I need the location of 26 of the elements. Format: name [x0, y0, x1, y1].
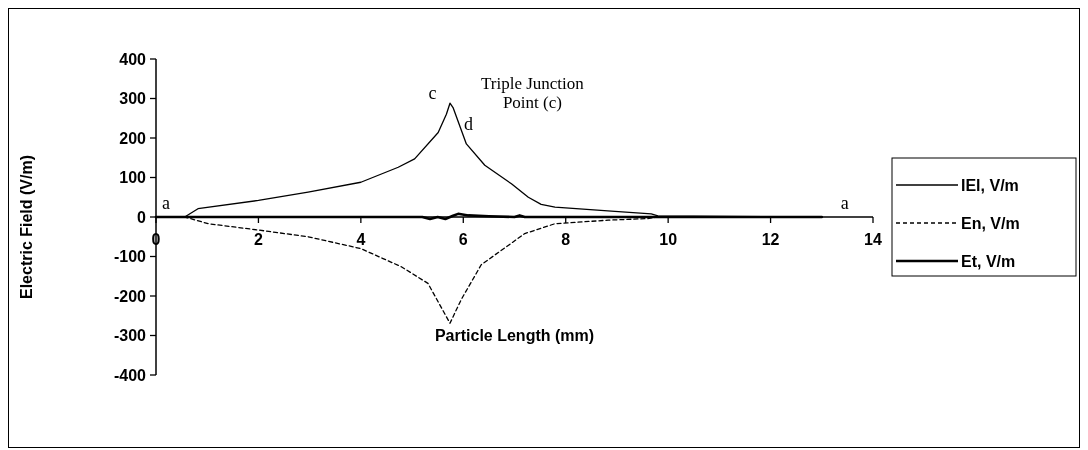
legend-label: En, V/m — [961, 214, 1020, 232]
x-axis-title: Particle Length (mm) — [434, 327, 595, 344]
x-tick-label: 12 — [761, 231, 780, 248]
x-tick-label: 8 — [561, 231, 571, 248]
y-tick-label: -200 — [113, 287, 147, 305]
annotation: d — [463, 114, 473, 135]
x-tick-label: 14 — [864, 231, 882, 248]
x-tick-label: 2 — [253, 231, 263, 248]
y-tick-label: 300 — [119, 90, 147, 108]
annotation: Triple Junction Point (c) — [481, 73, 585, 113]
x-tick-label: 4 — [356, 231, 366, 248]
y-axis-title: Electric Field (V/m) — [18, 154, 35, 300]
x-tick-label: 6 — [458, 231, 468, 248]
annotation: a — [162, 193, 170, 214]
annotation: a — [840, 193, 849, 214]
legend-label: IEl, V/m — [961, 176, 1019, 194]
legend-label: Et, V/m — [961, 252, 1016, 270]
y-tick-label: 100 — [119, 169, 147, 187]
y-tick-label: 400 — [119, 50, 147, 68]
y-tick-label: -300 — [113, 327, 147, 345]
y-tick-label: 0 — [137, 208, 147, 226]
annotation: c — [428, 82, 437, 103]
x-tick-label: 10 — [659, 231, 678, 248]
y-tick-label: -100 — [113, 248, 147, 266]
y-tick-label: -400 — [113, 366, 147, 384]
y-tick-label: 200 — [119, 129, 147, 147]
